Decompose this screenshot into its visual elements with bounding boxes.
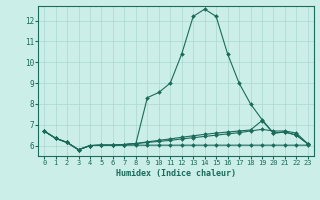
X-axis label: Humidex (Indice chaleur): Humidex (Indice chaleur) [116, 169, 236, 178]
